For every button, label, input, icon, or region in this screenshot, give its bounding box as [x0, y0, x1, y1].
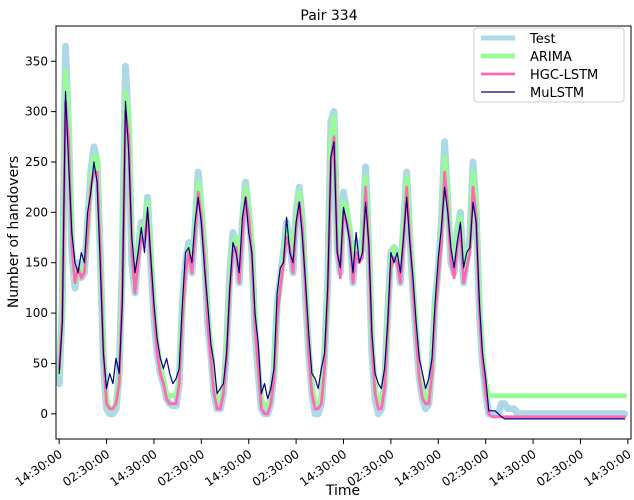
y-tick-label: 200	[25, 205, 48, 219]
x-tick-label: 14:30:00	[13, 447, 65, 489]
x-tick-label: 14:30:00	[392, 447, 444, 489]
legend-box	[473, 27, 625, 103]
x-tick-label: 02:30:00	[155, 447, 207, 489]
x-tick-label: 14:30:00	[487, 447, 539, 489]
plot-lines	[55, 42, 629, 420]
y-tick-label: 300	[25, 105, 48, 119]
y-axis: 0 50 100 150 200 250 300 350	[25, 54, 56, 421]
y-axis-label: Number of handovers	[6, 156, 22, 308]
y-tick-label: 100	[25, 306, 48, 320]
y-tick-label: 50	[33, 356, 48, 370]
series-line-mulstm	[58, 90, 626, 420]
x-tick-label: 02:30:00	[534, 447, 586, 489]
legend: Test ARIMA HGC-LSTM MuLSTM	[473, 27, 625, 103]
x-tick-label: 02:30:00	[60, 447, 112, 489]
legend-label: HGC-LSTM	[530, 68, 598, 83]
y-tick-label: 150	[25, 256, 48, 270]
x-tick-label: 14:30:00	[107, 447, 159, 489]
legend-label: MuLSTM	[530, 86, 584, 101]
x-tick-label: 02:30:00	[439, 447, 491, 489]
series-line-hgc-lstm	[57, 100, 627, 419]
x-tick-label: 14:30:00	[581, 447, 633, 489]
x-axis-label: Time	[325, 483, 360, 499]
x-axis: 14:30:0002:30:0014:30:0002:30:0014:30:00…	[13, 439, 634, 489]
y-tick-label: 350	[25, 54, 48, 68]
y-tick-label: 250	[25, 155, 48, 169]
legend-label: Test	[529, 32, 556, 47]
legend-label: ARIMA	[530, 50, 572, 65]
x-tick-label: 02:30:00	[250, 447, 302, 489]
chart-title: Pair 334	[300, 8, 357, 24]
y-tick-label: 0	[40, 407, 48, 421]
x-tick-label: 14:30:00	[202, 447, 254, 489]
